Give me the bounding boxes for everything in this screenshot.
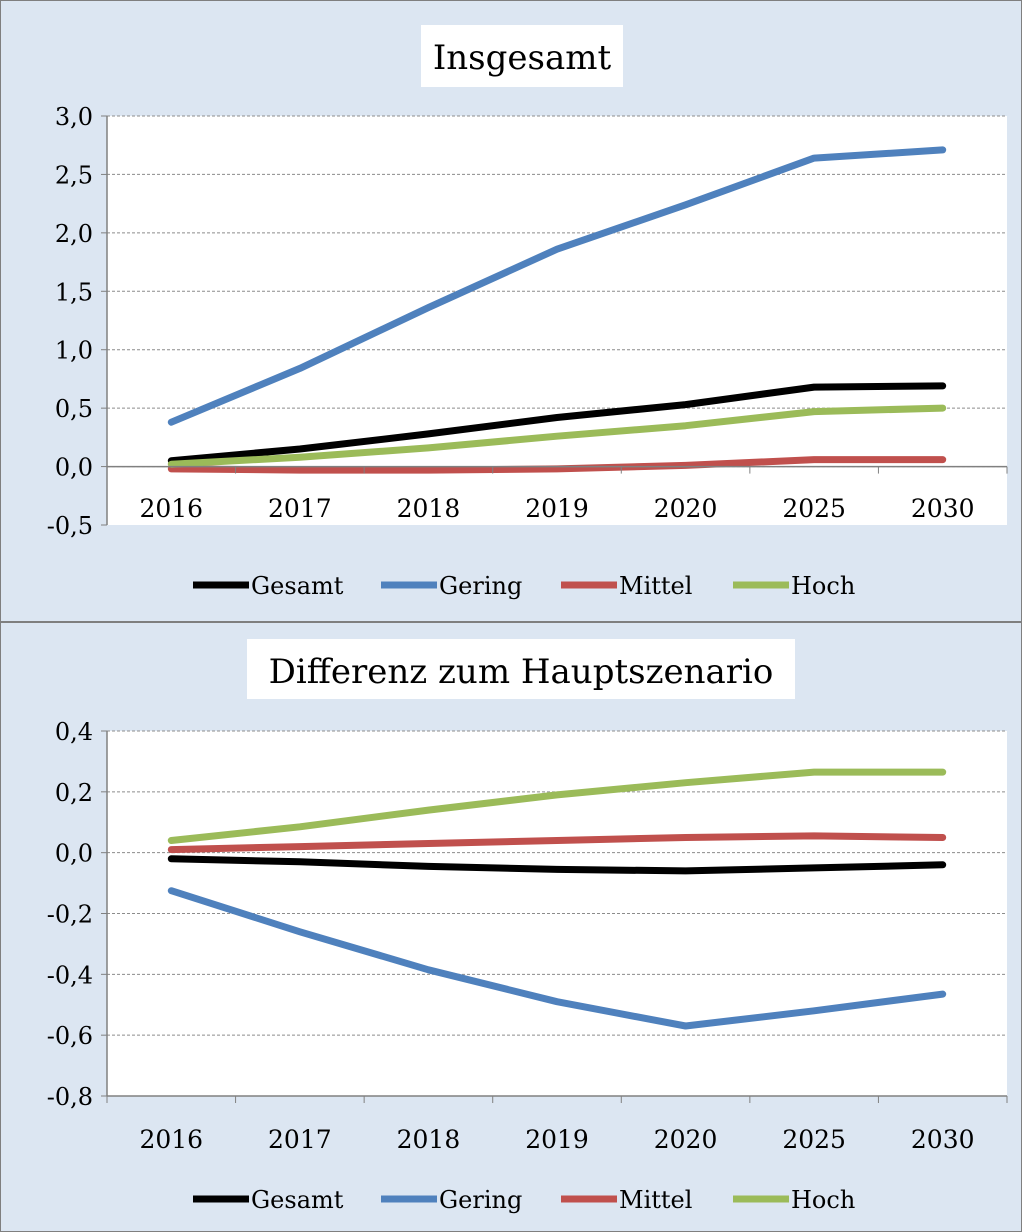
y-tick-label: 2,5 — [55, 161, 93, 189]
y-tick-label: -0,8 — [47, 1083, 93, 1111]
title-box — [247, 639, 795, 699]
legend-label-mittel: Mittel — [619, 572, 692, 600]
x-tick-label: 2019 — [525, 1125, 589, 1154]
x-tick-label: 2030 — [911, 494, 975, 523]
legend: Gesamt Gering Mittel Hoch — [193, 1186, 855, 1214]
y-tick-label: 1,5 — [55, 278, 93, 306]
series-line-gesamt — [167, 855, 947, 875]
axes: -0,8 -0,6 -0,4 -0,2 0,0 0,2 0,4 2016 2017 2018 201… — [47, 718, 1008, 1154]
chart-differenz: Differenz zum Hauptszenario -0,8 -0,6 -0,4… — [47, 639, 1008, 1214]
chart-title: Insgesamt — [433, 38, 612, 78]
y-tick-label: 0,0 — [55, 454, 93, 482]
x-tick-label: 2025 — [782, 1125, 846, 1154]
series-line-hoch — [167, 768, 947, 844]
legend-label-hoch: Hoch — [791, 1186, 855, 1214]
x-tick-label: 2017 — [268, 494, 332, 523]
y-tick-label: -0,5 — [47, 512, 93, 540]
x-tick-label: 2020 — [654, 1125, 718, 1154]
x-tick-label: 2017 — [268, 1125, 332, 1154]
y-tick-label: 1,0 — [55, 337, 93, 365]
series-line-mittel — [167, 832, 947, 854]
chart-panel-differenz: Differenz zum Hauptszenario -0,8 -0,6 -0,4… — [0, 622, 1022, 1232]
x-tick-label: 2018 — [397, 1125, 461, 1154]
legend-label-mittel: Mittel — [619, 1186, 692, 1214]
y-tick-label: 0,0 — [55, 840, 93, 868]
legend-label-gesamt: Gesamt — [251, 572, 344, 600]
series-line-gering — [167, 887, 947, 1030]
x-tick-label: 2025 — [782, 494, 846, 523]
chart-panel-insgesamt: Insgesamt -0,5 0,0 0,5 1,0 1,5 2,0 2,5 3,0 2016 2… — [0, 0, 1022, 622]
series-lines — [167, 768, 947, 1030]
y-tick-label: 3,0 — [55, 103, 93, 131]
legend-label-gering: Gering — [439, 1186, 522, 1214]
title-box — [421, 25, 623, 87]
series-line-mittel — [167, 456, 947, 474]
y-tick-label: 0,2 — [55, 779, 93, 807]
chart-insgesamt: Insgesamt -0,5 0,0 0,5 1,0 1,5 2,0 2,5 3,0 2016 2… — [47, 25, 1008, 600]
y-tick-label: -0,4 — [47, 961, 93, 989]
y-tick-label: 2,0 — [55, 220, 93, 248]
y-tick-label: 0,5 — [55, 395, 93, 423]
x-tick-label: 2018 — [397, 494, 461, 523]
legend-label-hoch: Hoch — [791, 572, 855, 600]
x-tick-label: 2019 — [525, 494, 589, 523]
legend-label-gesamt: Gesamt — [251, 1186, 344, 1214]
y-tick-label: -0,6 — [47, 1022, 93, 1050]
chart-title: Differenz zum Hauptszenario — [269, 652, 774, 692]
series-lines — [167, 146, 947, 474]
x-tick-label: 2016 — [139, 1125, 203, 1154]
legend: Gesamt Gering Mittel Hoch — [193, 572, 855, 600]
series-line-hoch — [167, 404, 947, 468]
y-tick-label: 0,4 — [55, 718, 93, 746]
y-tick-label: -0,2 — [47, 901, 93, 929]
series-line-gering — [167, 146, 947, 426]
axes: -0,5 0,0 0,5 1,0 1,5 2,0 2,5 3,0 2016 2017 2018 201… — [47, 103, 1008, 540]
legend-label-gering: Gering — [439, 572, 522, 600]
x-tick-label: 2030 — [911, 1125, 975, 1154]
x-tick-label: 2016 — [139, 494, 203, 523]
series-line-gesamt — [167, 382, 947, 465]
x-tick-label: 2020 — [654, 494, 718, 523]
